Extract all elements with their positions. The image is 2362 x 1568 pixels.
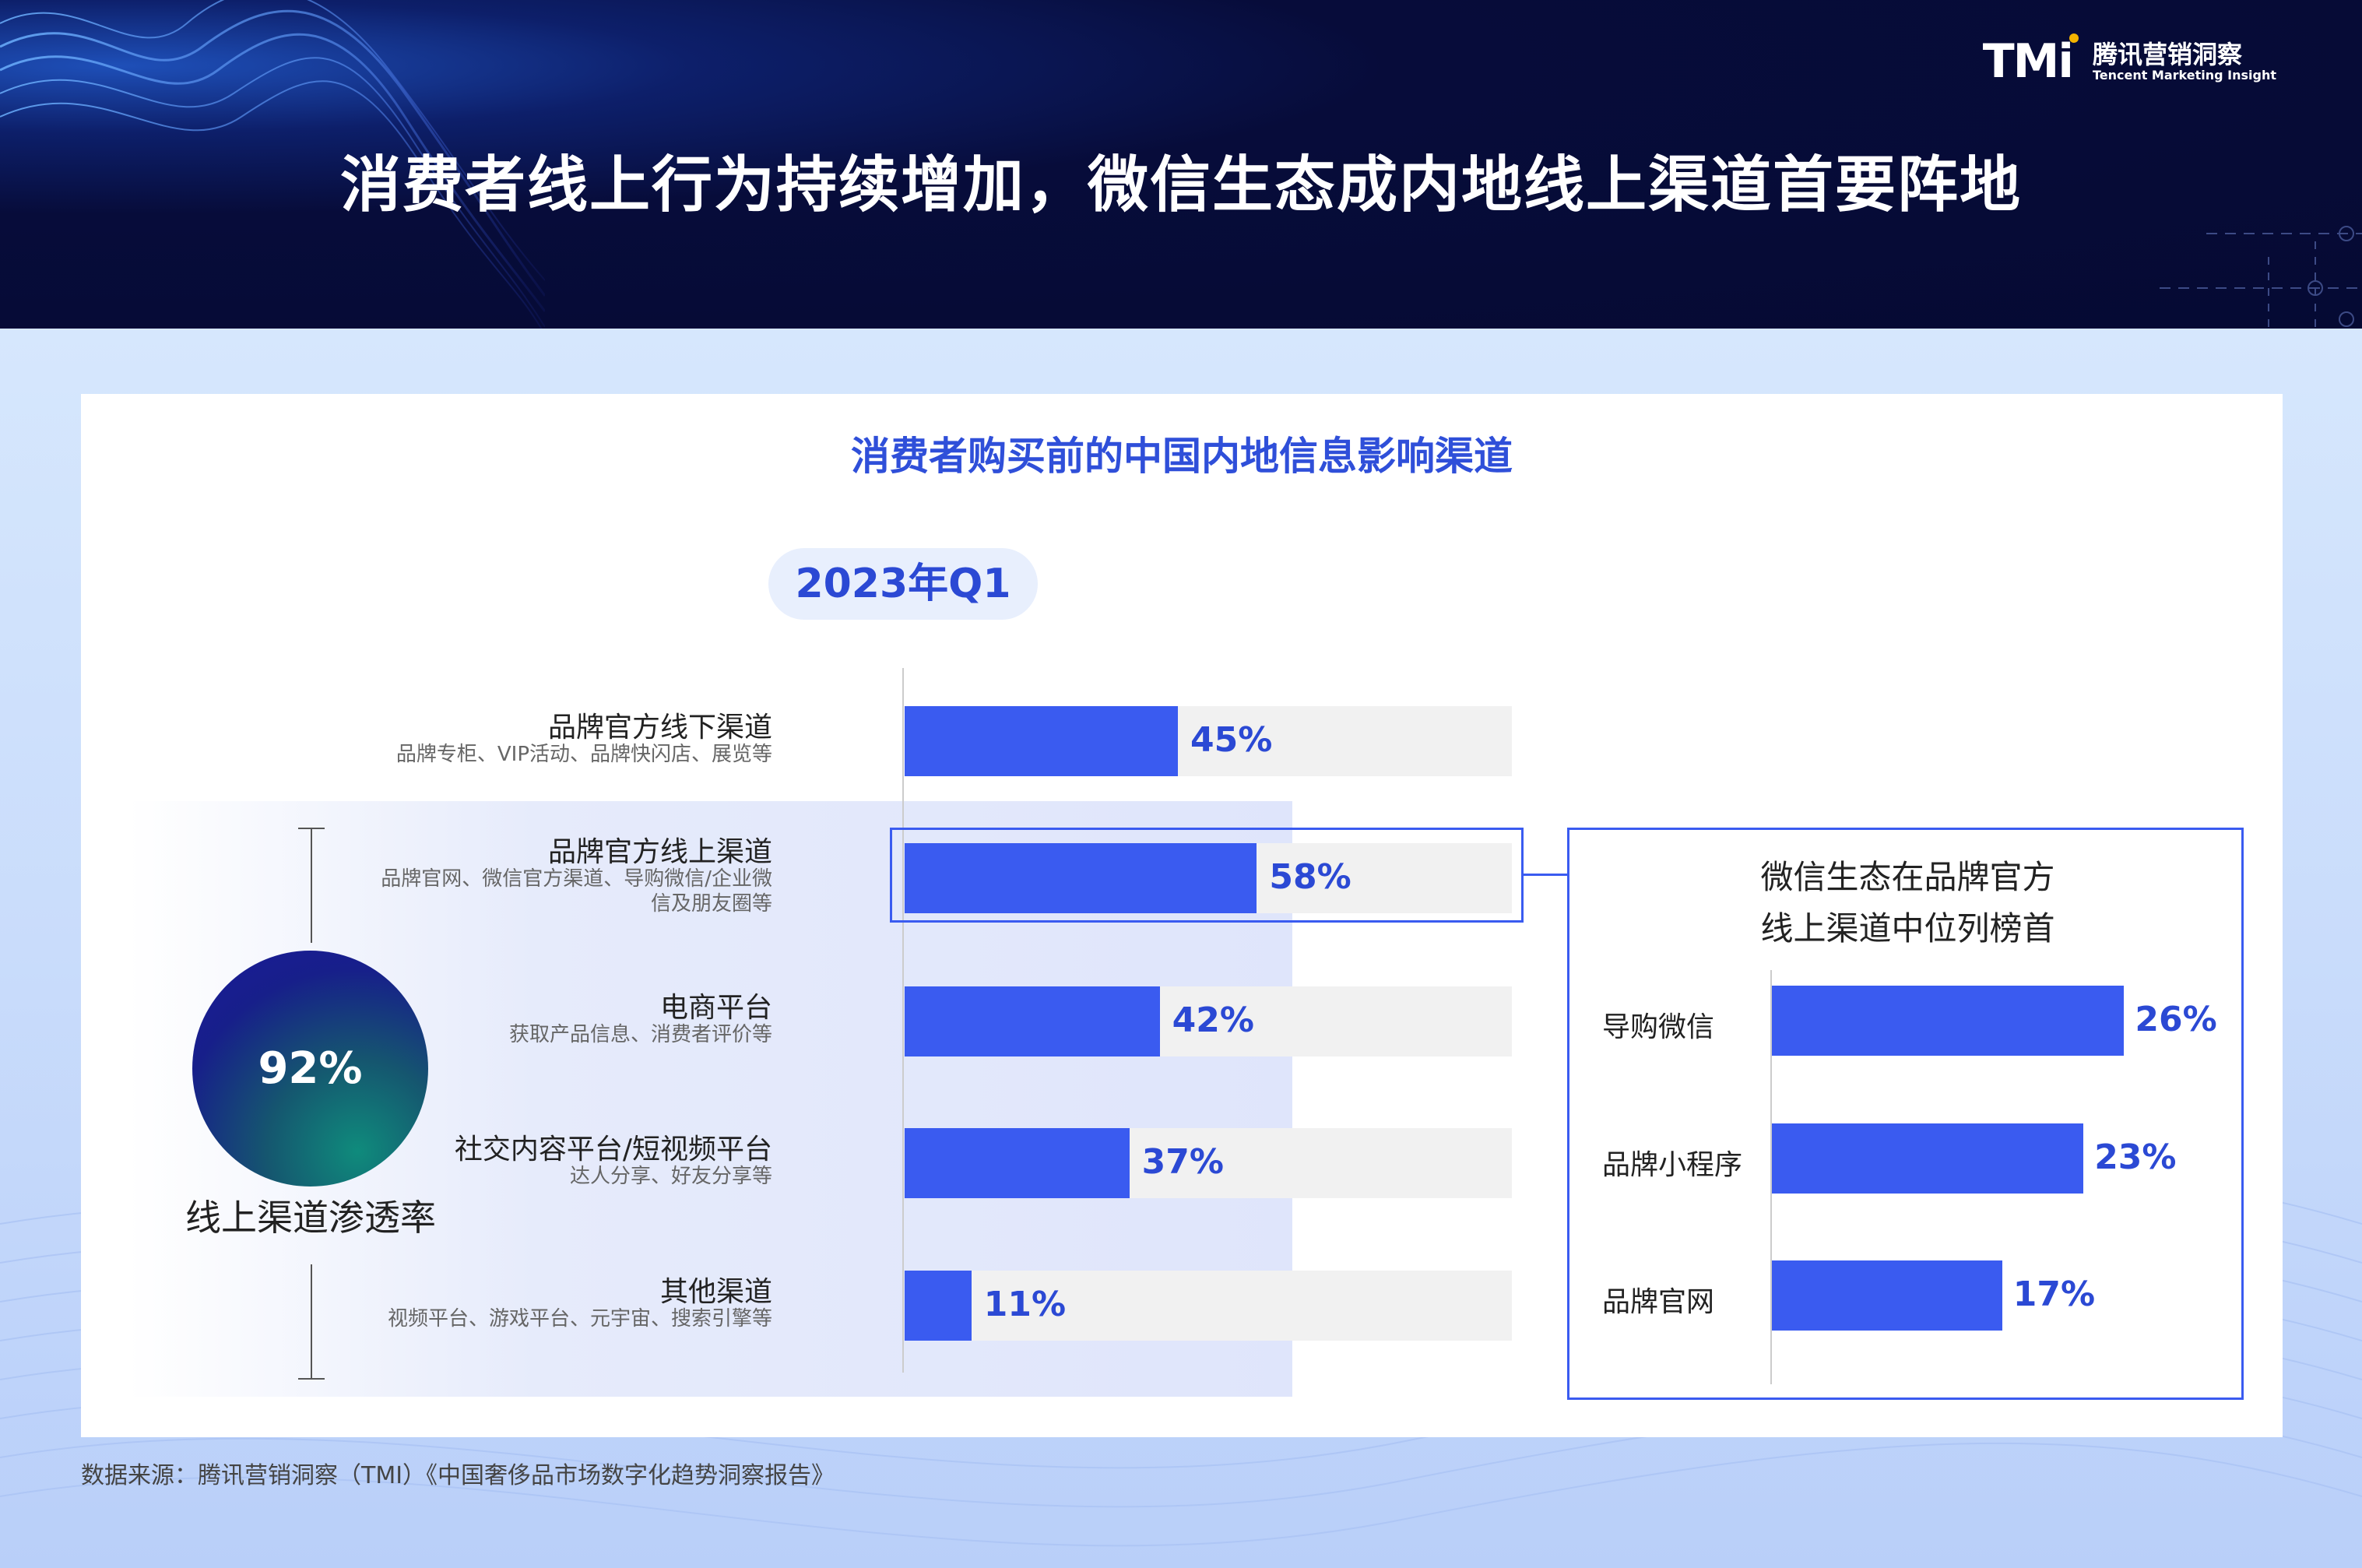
chart-card: 消费者购买前的中国内地信息影响渠道 2023年Q1 92% 线上渠道渗透率 45… <box>81 394 2283 1437</box>
wave-decoration <box>0 0 545 329</box>
category-label: 社交内容平台/短视频平台 <box>454 1134 772 1165</box>
breakdown-value-label: 17% <box>2012 1274 2096 1314</box>
category-description: 品牌官网、微信官方渠道、导购微信/企业微 信及朋友圈等 <box>381 867 772 916</box>
category-label: 其他渠道 <box>659 1276 772 1308</box>
logo-en: Tencent Marketing Insight <box>2092 67 2276 83</box>
bar <box>905 1271 972 1341</box>
bar-value-label: 11% <box>983 1285 1067 1324</box>
bar-value-label: 42% <box>1172 1000 1254 1040</box>
category-description: 品牌专柜、VIP活动、品牌快闪店、展览等 <box>395 743 772 766</box>
category-description: 获取产品信息、消费者评价等 <box>508 1023 772 1046</box>
chart-title: 消费者购买前的中国内地信息影响渠道 <box>851 434 1513 479</box>
bar-value-label: 45% <box>1190 720 1273 760</box>
penetration-circle: 92% <box>192 951 428 1187</box>
breakdown-category-label: 导购微信 <box>1602 1011 1715 1043</box>
category-label: 品牌官方线上渠道 <box>547 836 772 868</box>
bracket-line-top <box>311 828 312 943</box>
bar <box>905 1128 1130 1198</box>
highlight-connector <box>1524 874 1568 876</box>
breakdown-value-label: 23% <box>2094 1137 2177 1177</box>
logo-mark: TMi <box>1982 34 2074 89</box>
page-title: 消费者线上行为持续增加，微信生态成内地线上渠道首要阵地 <box>339 150 2022 220</box>
breakdown-category-label: 品牌官网 <box>1602 1286 1715 1318</box>
category-label: 品牌官方线下渠道 <box>547 712 772 744</box>
logo-cn: 腾讯营销洞察 <box>2092 39 2242 69</box>
highlight-box <box>890 828 1524 923</box>
header-banner: TMi 腾讯营销洞察 Tencent Marketing Insight 消费者… <box>0 0 2362 329</box>
main-chart-axis <box>902 668 904 1373</box>
circuit-decoration-icon <box>2160 226 2362 327</box>
source-note: 数据来源：腾讯营销洞察（TMI）《中国奢侈品市场数字化趋势洞察报告》 <box>81 1462 835 1489</box>
breakdown-bar <box>1772 1260 2002 1331</box>
wechat-breakdown-box: 微信生态在品牌官方 线上渠道中位列榜首 26% 导购微信 23% 品牌小程序 17% 品牌… <box>1567 828 2244 1400</box>
bracket-tick-bottom <box>298 1378 325 1380</box>
bar <box>905 986 1160 1056</box>
category-description: 达人分享、好友分享等 <box>569 1165 772 1188</box>
penetration-label: 线上渠道渗透率 <box>185 1197 436 1239</box>
bar <box>905 706 1178 776</box>
period-badge: 2023年Q1 <box>768 548 1038 620</box>
tmi-logo: TMi 腾讯营销洞察 Tencent Marketing Insight <box>1982 33 2276 89</box>
bar-value-label: 58% <box>1269 857 1351 897</box>
logo-dot-icon <box>2069 33 2079 43</box>
breakdown-category-label: 品牌小程序 <box>1602 1149 1743 1181</box>
breakdown-bar <box>1772 986 2125 1056</box>
breakdown-bar <box>1772 1123 2084 1194</box>
category-description: 视频平台、游戏平台、元宇宙、搜索引擎等 <box>387 1307 772 1331</box>
bar <box>905 843 1257 913</box>
breakdown-value-label: 26% <box>2135 1000 2217 1039</box>
bracket-tick-top <box>298 828 325 829</box>
breakdown-title-line1: 微信生态在品牌官方 <box>1760 858 2055 896</box>
category-label: 电商平台 <box>659 992 772 1024</box>
breakdown-axis <box>1770 970 1772 1384</box>
bar-track <box>905 1271 1512 1341</box>
bar-value-label: 37% <box>1141 1142 1224 1182</box>
bracket-line-bottom <box>311 1264 312 1380</box>
breakdown-title: 微信生态在品牌官方 线上渠道中位列榜首 <box>1569 852 2246 955</box>
breakdown-title-line2: 线上渠道中位列榜首 <box>1760 909 2055 947</box>
